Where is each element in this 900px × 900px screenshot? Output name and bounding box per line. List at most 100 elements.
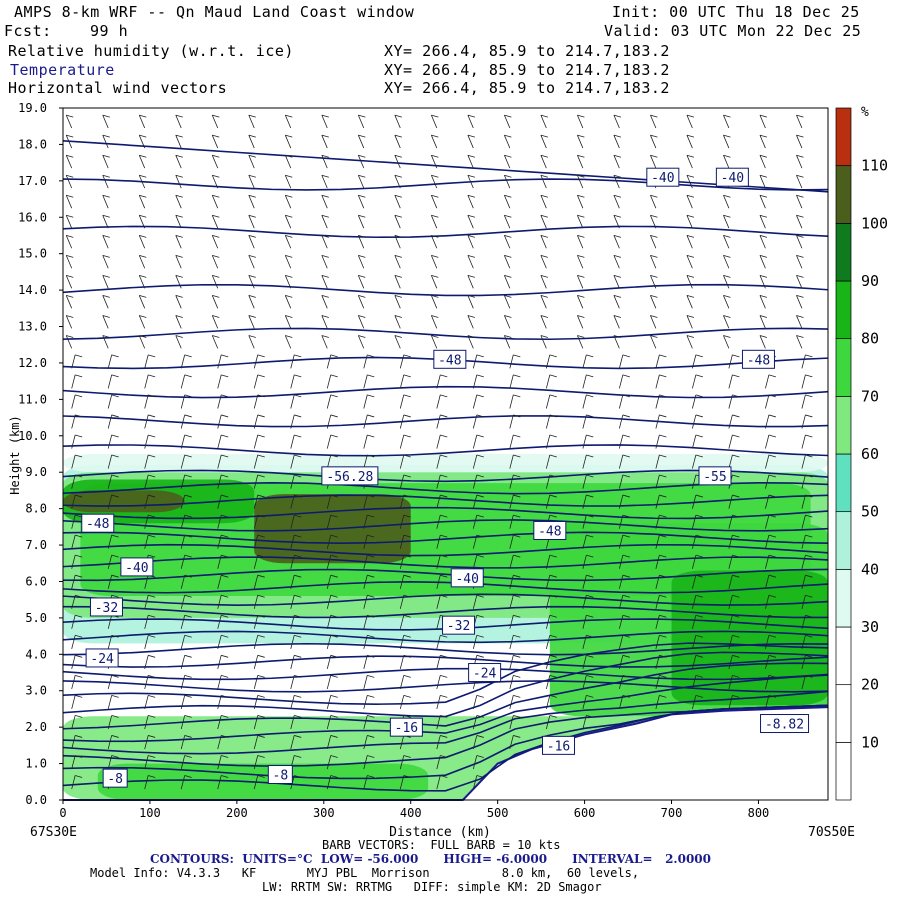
wind-barb xyxy=(211,235,219,249)
wind-barb-flag xyxy=(577,214,585,218)
y-tick-label: 1.0 xyxy=(25,757,47,771)
wind-barb-flag xyxy=(695,494,703,498)
wind-barb xyxy=(394,275,401,289)
wind-barb-flag xyxy=(403,654,411,658)
wind-barb xyxy=(582,695,587,710)
wind-barb-flag xyxy=(659,414,667,418)
wind-barb-flag xyxy=(102,114,110,118)
wind-barb-flag xyxy=(796,234,804,238)
wind-barb-flag xyxy=(613,295,622,298)
wind-barb xyxy=(759,235,766,249)
wind-barb xyxy=(399,434,405,449)
wind-barb-flag xyxy=(321,315,329,318)
wind-barb-flag xyxy=(513,554,521,558)
wind-barb xyxy=(102,295,109,309)
wind-barb xyxy=(107,535,113,549)
wind-barb xyxy=(582,715,587,730)
wind-barb xyxy=(801,374,806,389)
y-tick-label: 8.0 xyxy=(25,502,47,516)
wind-barb xyxy=(102,135,109,149)
wind-barb xyxy=(545,454,551,469)
wind-barb xyxy=(217,374,222,389)
wind-barb xyxy=(545,635,551,649)
wind-barb-flag xyxy=(285,114,293,118)
wind-barb-flag xyxy=(111,594,119,598)
wind-barb xyxy=(765,494,770,509)
wind-barb xyxy=(321,175,328,189)
wind-barb xyxy=(211,335,219,349)
wind-barb xyxy=(728,514,733,529)
wind-barb-flag xyxy=(139,315,147,318)
wind-barb-flag xyxy=(394,134,402,138)
wind-barb xyxy=(686,235,693,249)
wind-barb xyxy=(759,295,766,309)
wind-barb-flag xyxy=(148,775,156,778)
wind-barb xyxy=(650,215,657,229)
wind-barb-flag xyxy=(431,275,439,278)
wind-barb-flag xyxy=(805,574,813,578)
wind-barb-flag xyxy=(75,514,83,518)
wind-barb-flag xyxy=(549,414,557,418)
wind-barb xyxy=(290,474,295,489)
wind-barb-flag xyxy=(175,134,183,138)
wind-barb-flag xyxy=(805,414,813,418)
wind-barb xyxy=(248,215,255,229)
wind-barb xyxy=(71,695,76,710)
wind-barb-flag xyxy=(330,394,338,398)
wind-barb xyxy=(253,555,259,569)
wind-barb-flag xyxy=(403,434,411,438)
wind-barb xyxy=(509,595,514,609)
wind-barb xyxy=(691,514,697,529)
wind-barb xyxy=(321,275,328,289)
wind-barb xyxy=(138,335,146,349)
wind-barb xyxy=(326,374,332,389)
wind-barb xyxy=(765,615,770,629)
wind-barb xyxy=(509,434,514,449)
wind-barb xyxy=(509,394,514,409)
wind-barb-flag xyxy=(622,474,630,478)
wind-barb xyxy=(253,615,259,629)
wind-barb xyxy=(399,374,405,389)
wind-barb xyxy=(399,454,405,469)
wind-barb-flag xyxy=(257,394,265,398)
wind-barb-flag xyxy=(695,594,703,598)
colorbar-tick-label: 30 xyxy=(861,618,879,636)
wind-barb-flag xyxy=(586,594,594,598)
wind-barb-flag xyxy=(549,594,557,598)
wind-barb xyxy=(394,335,401,349)
wind-barb-flag xyxy=(221,494,229,498)
isotherm-line xyxy=(62,605,829,619)
wind-barb xyxy=(618,595,624,609)
wind-barb xyxy=(357,135,365,149)
y-tick-label: 14.0 xyxy=(18,283,47,297)
wind-barb-flag xyxy=(622,654,630,658)
wind-barb xyxy=(326,715,332,730)
wind-barb-flag xyxy=(102,214,110,218)
wind-barb xyxy=(796,215,803,229)
wind-barb-flag xyxy=(294,454,302,458)
wind-barb-flag xyxy=(139,174,147,178)
wind-barb xyxy=(691,575,697,589)
wind-barb-flag xyxy=(476,454,484,458)
wind-barb xyxy=(363,655,368,669)
wind-barb xyxy=(144,354,149,369)
isotherm-line xyxy=(62,662,829,730)
wind-barb-flag xyxy=(358,315,366,318)
wind-barb-flag xyxy=(184,554,192,558)
wind-barb xyxy=(321,215,328,229)
wind-barb-flag xyxy=(75,594,83,598)
wind-barb xyxy=(686,295,693,309)
wind-barb xyxy=(582,374,587,389)
isotherm-label: -24 xyxy=(90,652,114,667)
wind-barb xyxy=(472,695,478,710)
wind-barb xyxy=(217,494,222,509)
wind-barb-flag xyxy=(723,275,731,278)
wind-barb-flag xyxy=(686,194,695,198)
isotherm-line xyxy=(62,704,829,767)
wind-barb-flag xyxy=(294,354,302,358)
wind-barb xyxy=(180,434,186,449)
rh-shading xyxy=(63,454,828,800)
wind-barb-flag xyxy=(75,414,83,418)
wind-barb-flag xyxy=(221,674,229,678)
wind-barb-flag xyxy=(184,694,192,698)
